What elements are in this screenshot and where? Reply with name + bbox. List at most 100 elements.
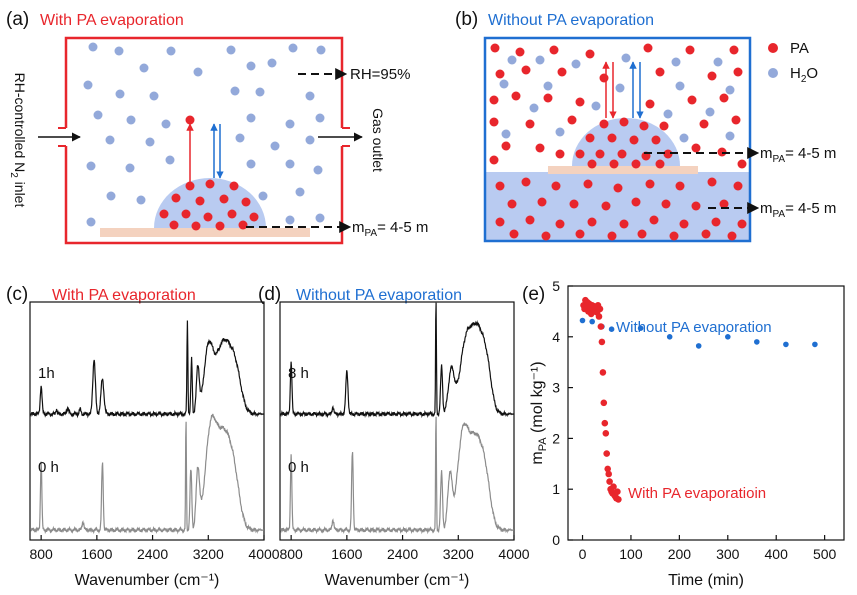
pa-molecule xyxy=(511,91,521,101)
y-axis-label-e: mPA (mol kg⁻¹) xyxy=(529,361,549,464)
point-with-evaporation xyxy=(606,478,613,485)
water-molecule xyxy=(679,133,689,143)
pa-molecule xyxy=(607,133,617,143)
water-molecule xyxy=(315,213,325,223)
point-with-evaporation xyxy=(600,399,608,407)
water-molecule xyxy=(93,110,103,120)
pa-molecule xyxy=(521,177,531,187)
pa-molecule xyxy=(637,229,647,239)
water-molecule xyxy=(705,107,715,117)
spectrum-label-1h: 1h xyxy=(38,365,55,382)
y-tick-label: 2 xyxy=(552,430,560,446)
pa-molecule xyxy=(521,65,531,75)
pa-molecule xyxy=(575,229,585,239)
x-tick-label: 300 xyxy=(716,546,740,562)
water-molecule xyxy=(621,53,631,63)
point-without-evaporation xyxy=(637,325,644,332)
water-molecule xyxy=(671,57,681,67)
pa-molecule xyxy=(191,221,201,231)
x-tick-label: 2400 xyxy=(137,546,168,562)
data-points-e xyxy=(579,296,818,503)
pa-molecule xyxy=(555,219,565,229)
pa-molecule xyxy=(541,231,551,241)
pa-molecule xyxy=(159,209,169,219)
pa-molecule xyxy=(649,215,659,225)
pa-molecule xyxy=(711,217,721,227)
spectrum-line-0h-d xyxy=(280,416,514,535)
pa-molecule xyxy=(495,181,505,191)
x-tick-label: 1600 xyxy=(331,546,362,562)
point-with-evaporation xyxy=(614,488,621,496)
x-tick-label: 800 xyxy=(279,546,303,562)
point-with-evaporation xyxy=(599,369,607,376)
legend-pa-dot xyxy=(768,43,778,53)
pa-molecule xyxy=(617,149,627,159)
droplet-particles-a xyxy=(159,179,259,231)
point-without-evaporation xyxy=(666,334,673,340)
panel-d: (d) Without PA evaporation 8 h 0 h 800 16… xyxy=(258,284,530,589)
pa-molecule xyxy=(575,149,585,159)
pa-molecule xyxy=(215,221,225,231)
pa-molecule xyxy=(659,121,669,131)
panel-e-letter: (e) xyxy=(522,284,545,305)
water-vapor-a xyxy=(83,42,326,227)
pa-molecule xyxy=(655,159,665,169)
pa-molecule xyxy=(489,95,499,105)
water-molecule xyxy=(305,91,315,101)
x-tick-label: 3200 xyxy=(443,546,474,562)
x-axis-label-e: Time (min) xyxy=(668,572,744,589)
pa-molecule xyxy=(607,231,617,241)
pa-molecule xyxy=(525,119,535,129)
water-molecule xyxy=(114,46,124,56)
pa-molecule xyxy=(729,45,739,55)
panel-e-frame xyxy=(567,285,845,541)
water-molecule xyxy=(246,113,256,123)
water-molecule xyxy=(270,141,280,151)
pa-molecule xyxy=(619,117,629,127)
mpa-label-a: mPA= 4-5 m xyxy=(352,219,428,239)
pa-molecule xyxy=(507,199,517,209)
point-with-evaporation xyxy=(596,305,604,313)
water-molecule xyxy=(246,159,256,169)
pa-molecule xyxy=(535,143,545,153)
pa-molecule xyxy=(567,115,577,125)
pa-molecule xyxy=(241,197,251,207)
y-tick-label: 1 xyxy=(552,481,560,497)
point-with-evaporation xyxy=(597,323,605,330)
mpa-label-b-top: mPA= 4-5 m xyxy=(760,145,836,165)
water-molecule xyxy=(725,85,735,95)
x-tick-label: 0 xyxy=(579,546,587,562)
point-with-evaporation xyxy=(603,450,610,457)
pa-molecule xyxy=(599,73,609,83)
y-tick-label: 3 xyxy=(552,380,560,396)
pa-molecule xyxy=(707,177,717,187)
water-molecule xyxy=(529,103,539,113)
water-molecule xyxy=(295,187,305,197)
water-molecule xyxy=(543,81,553,91)
spectrum-label-8h: 8 h xyxy=(288,365,309,382)
pa-molecule xyxy=(691,201,701,211)
pa-molecule xyxy=(643,43,653,53)
point-with-evaporation xyxy=(601,419,609,427)
pa-molecule xyxy=(685,45,695,55)
pa-molecule xyxy=(238,220,248,230)
water-molecule xyxy=(136,195,146,205)
water-molecule xyxy=(315,113,325,123)
water-molecule xyxy=(161,119,171,129)
water-molecule xyxy=(258,191,268,201)
spectrum-line-1h xyxy=(30,320,264,419)
pa-molecule xyxy=(185,181,195,191)
pa-molecule xyxy=(203,212,213,222)
x-tick-label: 4000 xyxy=(248,546,279,562)
pa-molecule xyxy=(719,199,729,209)
x-tick-label: 1600 xyxy=(81,546,112,562)
x-tick-label: 4000 xyxy=(498,546,529,562)
water-molecule xyxy=(226,45,236,55)
pa-molecule xyxy=(501,141,511,151)
water-molecule xyxy=(555,127,565,137)
water-molecule xyxy=(285,159,295,169)
water-molecule xyxy=(126,115,136,125)
pa-molecule xyxy=(631,159,641,169)
point-without-evaporation xyxy=(783,341,789,348)
substrate-b xyxy=(548,166,698,174)
